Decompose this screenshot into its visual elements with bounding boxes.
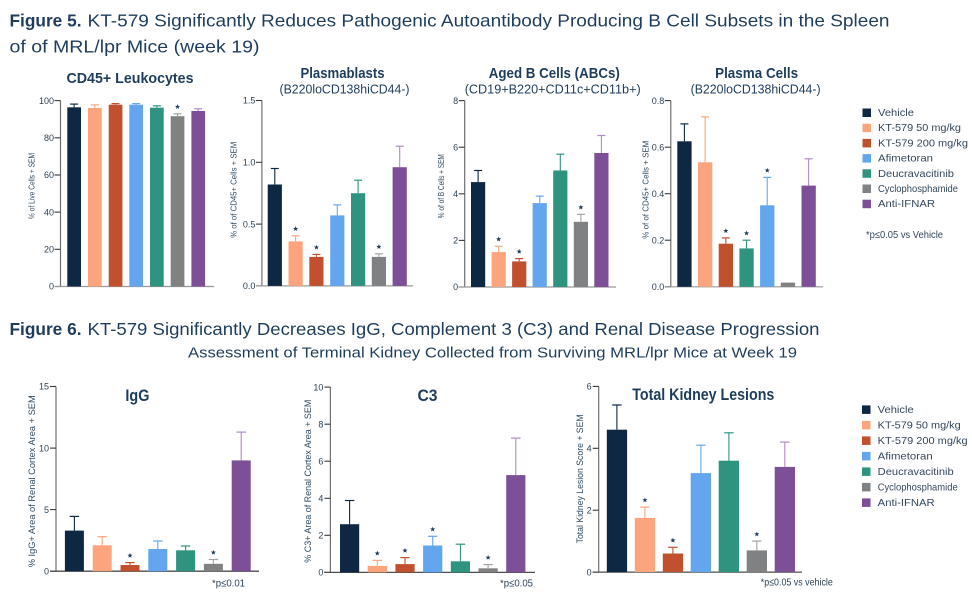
- svg-text:15: 15: [39, 382, 49, 392]
- svg-text:% of of CD45+ Cells + SEM: % of of CD45+ Cells + SEM: [229, 142, 239, 238]
- svg-text:0.0: 0.0: [652, 282, 665, 292]
- svg-text:Total Kidney Lesions: Total Kidney Lesions: [632, 386, 774, 404]
- svg-text:1.5: 1.5: [243, 96, 256, 106]
- svg-text:6: 6: [453, 142, 458, 152]
- svg-text:1.0: 1.0: [243, 158, 256, 168]
- svg-text:(CD19+B220+CD11c+CD11b+): (CD19+B220+CD11c+CD11b+): [465, 82, 641, 97]
- svg-text:0: 0: [44, 566, 49, 576]
- svg-text:Anti-IFNAR: Anti-IFNAR: [878, 497, 935, 509]
- svg-text:0.8: 0.8: [652, 96, 665, 106]
- svg-text:% of Live Cells + SEM: % of Live Cells + SEM: [27, 153, 37, 219]
- svg-text:(B220loCD138hiCD44-): (B220loCD138hiCD44-): [691, 82, 821, 97]
- svg-text:10: 10: [39, 443, 49, 453]
- svg-text:Assessment of Terminal Kidney: Assessment of Terminal Kidney Collected …: [188, 345, 797, 362]
- svg-text:Figure 5.: Figure 5.: [10, 11, 82, 31]
- svg-text:0: 0: [318, 568, 323, 578]
- svg-text:Anti-IFNAR: Anti-IFNAR: [878, 198, 935, 210]
- svg-text:KT-579 Significantly Decreases: KT-579 Significantly Decreases IgG, Comp…: [88, 319, 820, 339]
- svg-text:Deucravacitinib: Deucravacitinib: [878, 168, 954, 180]
- svg-text:KT-579 200 mg/kg: KT-579 200 mg/kg: [878, 137, 968, 149]
- svg-text:6: 6: [318, 456, 323, 466]
- svg-text:2: 2: [587, 505, 592, 515]
- svg-text:KT-579 50 mg/kg: KT-579 50 mg/kg: [878, 122, 961, 134]
- svg-text:% of of CD45+ Cells + SEM: % of of CD45+ Cells + SEM: [640, 141, 650, 239]
- svg-text:Vehicle: Vehicle: [878, 107, 914, 119]
- svg-text:0.5: 0.5: [243, 219, 256, 229]
- svg-text:*p≤0.05 vs Vehicle: *p≤0.05 vs Vehicle: [866, 229, 943, 241]
- svg-text:*p≤0.01: *p≤0.01: [212, 578, 245, 590]
- svg-text:2: 2: [453, 236, 458, 246]
- svg-text:Cyclophosphamide: Cyclophosphamide: [878, 183, 958, 195]
- svg-text:20: 20: [44, 245, 54, 255]
- svg-text:5: 5: [44, 505, 49, 515]
- svg-text:CD45+ Leukocytes: CD45+ Leukocytes: [67, 70, 194, 87]
- svg-text:Afimetoran: Afimetoran: [878, 153, 933, 165]
- svg-text:10: 10: [313, 382, 323, 392]
- svg-text:0: 0: [587, 567, 592, 577]
- svg-text:0.4: 0.4: [652, 189, 665, 199]
- svg-text:Plasma Cells: Plasma Cells: [715, 65, 798, 82]
- svg-text:4: 4: [587, 444, 592, 454]
- svg-text:% IgG+ Area of Renal Cortex Ar: % IgG+ Area of Renal Cortex Area + SEM: [27, 395, 38, 567]
- svg-text:2: 2: [318, 531, 323, 541]
- svg-text:8: 8: [318, 419, 323, 429]
- svg-text:of of MRL/lpr Mice (week 19): of of MRL/lpr Mice (week 19): [10, 37, 260, 57]
- svg-text:0: 0: [49, 282, 54, 292]
- svg-text:100: 100: [39, 96, 54, 106]
- svg-text:*p≤0.05 vs vehicle: *p≤0.05 vs vehicle: [761, 577, 833, 589]
- svg-text:(B220loCD138hiCD44-): (B220loCD138hiCD44-): [280, 82, 410, 97]
- svg-text:*p≤0.05: *p≤0.05: [500, 578, 533, 590]
- svg-text:% C3+ Area of Renal Cortex Are: % C3+ Area of Renal Cortex Area + SEM: [303, 400, 314, 563]
- svg-text:Cyclophosphamide: Cyclophosphamide: [878, 481, 958, 493]
- svg-text:8: 8: [453, 96, 458, 106]
- svg-text:Plasmablasts: Plasmablasts: [301, 65, 385, 82]
- svg-text:0: 0: [453, 282, 458, 292]
- svg-text:KT-579 200 mg/kg: KT-579 200 mg/kg: [878, 435, 968, 447]
- svg-text:60: 60: [44, 170, 54, 180]
- svg-text:0.6: 0.6: [652, 142, 665, 152]
- svg-text:6: 6: [587, 382, 592, 392]
- svg-text:KT-579 Significantly Reduces P: KT-579 Significantly Reduces Pathogenic …: [88, 11, 890, 31]
- svg-text:0.0: 0.0: [243, 281, 256, 291]
- svg-text:0.2: 0.2: [652, 235, 665, 245]
- svg-text:IgG: IgG: [125, 387, 149, 405]
- svg-text:C3: C3: [418, 387, 438, 405]
- svg-text:80: 80: [44, 133, 54, 143]
- svg-text:Total Kidney Lesion Score + SE: Total Kidney Lesion Score + SEM: [575, 414, 586, 543]
- svg-text:Deucravacitinib: Deucravacitinib: [878, 466, 954, 478]
- svg-text:Aged B Cells (ABCs): Aged B Cells (ABCs): [489, 65, 620, 82]
- svg-text:4: 4: [453, 189, 458, 199]
- svg-text:Afimetoran: Afimetoran: [878, 450, 933, 462]
- svg-text:4: 4: [318, 494, 323, 504]
- svg-text:Vehicle: Vehicle: [878, 404, 914, 416]
- svg-text:Figure 6.: Figure 6.: [10, 319, 82, 339]
- svg-text:40: 40: [44, 207, 54, 217]
- svg-text:% of of B Cells + SEM: % of of B Cells + SEM: [436, 154, 446, 218]
- svg-text:KT-579 50 mg/kg: KT-579 50 mg/kg: [878, 419, 961, 431]
